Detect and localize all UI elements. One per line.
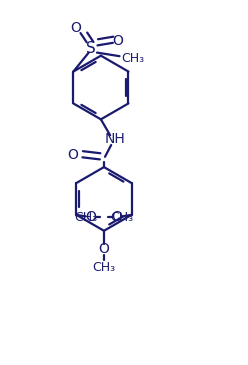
- Text: O: O: [85, 210, 96, 224]
- Text: O: O: [98, 242, 109, 256]
- Text: S: S: [86, 41, 96, 56]
- Text: NH: NH: [105, 132, 126, 146]
- Text: O: O: [68, 148, 79, 162]
- Text: CH₃: CH₃: [75, 211, 98, 224]
- Text: CH₃: CH₃: [110, 211, 133, 224]
- Text: O: O: [112, 210, 123, 224]
- Text: O: O: [113, 34, 124, 48]
- Text: O: O: [70, 21, 81, 35]
- Text: CH₃: CH₃: [93, 261, 116, 274]
- Text: CH₃: CH₃: [121, 52, 144, 65]
